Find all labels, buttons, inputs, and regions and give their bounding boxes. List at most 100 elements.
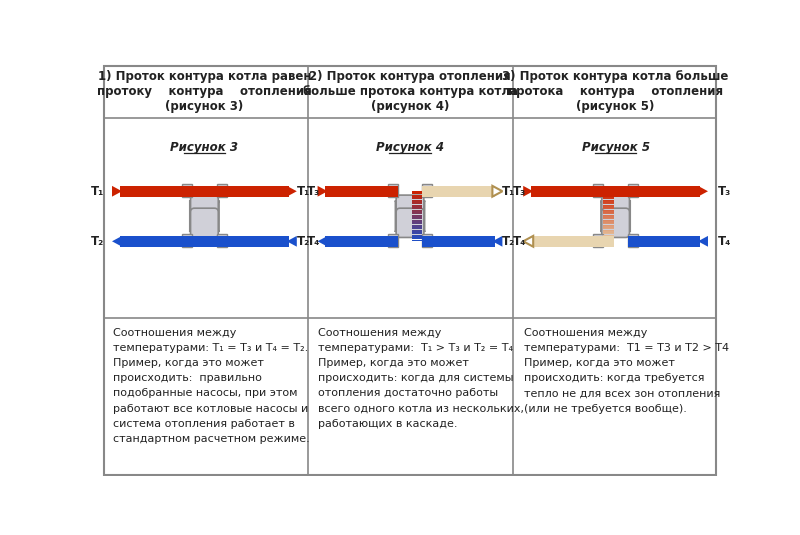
Bar <box>388 234 398 248</box>
Bar <box>411 231 422 233</box>
FancyBboxPatch shape <box>396 195 424 224</box>
Bar <box>603 195 614 196</box>
Bar <box>628 236 700 247</box>
Bar <box>182 234 192 248</box>
Bar <box>603 223 614 224</box>
Text: T₁: T₁ <box>502 185 515 198</box>
Polygon shape <box>523 186 534 197</box>
Bar <box>411 233 422 234</box>
FancyBboxPatch shape <box>190 195 218 224</box>
Text: Рисунок 3: Рисунок 3 <box>170 141 238 154</box>
Bar <box>603 230 614 231</box>
Bar <box>411 210 422 211</box>
Bar <box>603 216 614 218</box>
Bar <box>411 236 422 238</box>
Bar <box>603 211 614 212</box>
Text: Соотношения между
температурами: Т₁ = Т₃ и Т₄ = Т₂.
Пример, когда это может
прои: Соотношения между температурами: Т₁ = Т₃… <box>113 327 310 444</box>
Text: T₂: T₂ <box>297 235 310 248</box>
Bar <box>603 201 614 203</box>
Bar <box>603 207 614 208</box>
Bar <box>531 236 614 247</box>
Polygon shape <box>492 186 502 197</box>
Bar <box>326 186 398 197</box>
Bar <box>603 196 614 197</box>
Text: T₄: T₄ <box>718 235 731 248</box>
Bar <box>422 185 432 197</box>
Bar <box>628 234 638 248</box>
Bar <box>603 240 614 241</box>
Bar <box>182 185 192 197</box>
Polygon shape <box>287 236 297 247</box>
Bar <box>603 218 614 219</box>
Polygon shape <box>698 186 708 197</box>
Bar <box>217 185 226 197</box>
Bar <box>411 218 422 219</box>
Bar <box>603 226 614 227</box>
Bar <box>411 240 422 241</box>
Text: Соотношения между
температурами:  Т₁ > Т₃ и Т₂ = Т₄
Пример, когда это может
прои: Соотношения между температурами: Т₁ > Т₃… <box>318 327 524 429</box>
Text: 2) Проток контура отопления
больше протока контура котла
(рисунок 4): 2) Проток контура отопления больше прото… <box>302 70 518 113</box>
Bar <box>603 231 614 233</box>
Bar <box>411 196 422 197</box>
Text: Соотношения между
температурами:  Т1 = Т3 и Т2 > Т4
Пример, когда это может
прои: Соотношения между температурами: Т1 = Т3… <box>524 327 729 414</box>
Bar <box>594 234 603 248</box>
Polygon shape <box>523 236 534 247</box>
FancyBboxPatch shape <box>602 195 630 224</box>
Polygon shape <box>698 236 708 247</box>
Bar <box>411 201 422 203</box>
Bar <box>603 233 614 234</box>
Bar <box>411 195 422 196</box>
FancyBboxPatch shape <box>601 201 630 232</box>
Bar <box>326 236 398 247</box>
Polygon shape <box>492 236 502 247</box>
Text: T₂: T₂ <box>91 235 104 248</box>
Bar <box>603 238 614 239</box>
Bar <box>120 236 289 247</box>
Bar <box>411 219 422 221</box>
Bar <box>603 215 614 216</box>
Bar <box>411 203 422 204</box>
Bar <box>603 219 614 221</box>
Bar <box>603 198 614 199</box>
Bar <box>411 213 422 214</box>
Polygon shape <box>318 186 328 197</box>
Bar <box>411 235 422 236</box>
Text: T₂: T₂ <box>502 235 515 248</box>
Bar <box>411 226 422 227</box>
Bar <box>422 234 432 248</box>
Text: T₁: T₁ <box>297 185 310 198</box>
Bar <box>628 185 638 197</box>
Bar <box>603 213 614 214</box>
Bar <box>422 186 494 197</box>
Text: T₃: T₃ <box>718 185 731 198</box>
Bar <box>603 228 614 229</box>
Bar <box>411 208 422 209</box>
Text: T₃: T₃ <box>307 185 320 198</box>
Bar <box>603 203 614 204</box>
Text: Рисунок 4: Рисунок 4 <box>376 141 444 154</box>
Bar <box>120 186 289 197</box>
Bar <box>388 185 398 197</box>
Bar <box>603 225 614 226</box>
Bar <box>603 235 614 236</box>
FancyBboxPatch shape <box>396 208 424 238</box>
Bar <box>603 208 614 209</box>
FancyBboxPatch shape <box>190 208 218 238</box>
Text: T₄: T₄ <box>513 235 526 248</box>
Bar <box>411 215 422 216</box>
Bar <box>411 200 422 201</box>
Polygon shape <box>318 236 328 247</box>
Bar <box>217 234 226 248</box>
Text: T₃: T₃ <box>513 185 526 198</box>
Bar <box>531 186 700 197</box>
Bar <box>603 193 614 194</box>
FancyBboxPatch shape <box>395 201 425 232</box>
Bar <box>411 223 422 224</box>
Text: 3) Проток контура котла больше
протока    контура    отопления
(рисунок 5): 3) Проток контура котла больше протока к… <box>502 70 729 113</box>
Bar <box>603 221 614 223</box>
Text: T₄: T₄ <box>307 235 320 248</box>
Bar <box>411 207 422 208</box>
Bar <box>603 204 614 206</box>
Bar <box>411 225 422 226</box>
Polygon shape <box>112 186 122 197</box>
